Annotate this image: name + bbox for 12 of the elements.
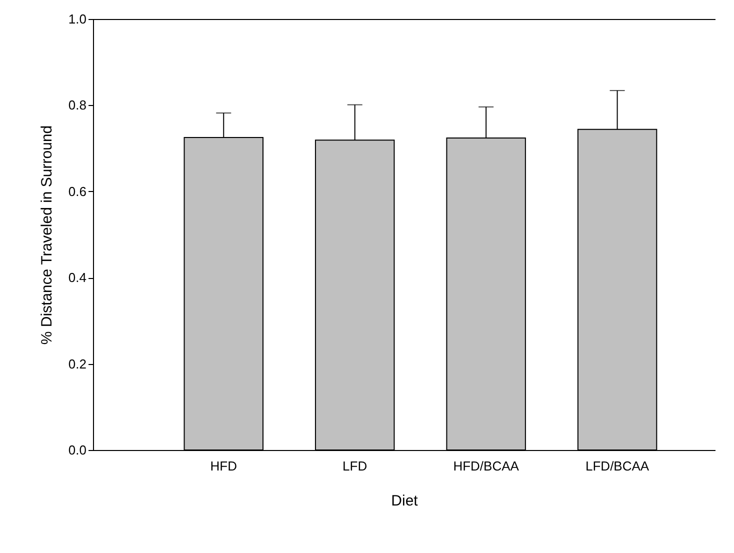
x-axis-title: Diet [391,492,419,510]
y-axis-title: % Distance Traveled in Surround [38,125,56,345]
y-tick-label: 0.4 [68,270,86,286]
x-tick-label: LFD/BCAA [586,458,650,474]
y-tick-label: 0.0 [68,442,86,458]
x-tick-label: HFD [210,458,237,474]
y-tick-label: 0.2 [68,356,86,372]
y-tick-label: 0.6 [68,184,86,199]
x-tick-label: LFD [342,458,368,474]
x-tick-label: HFD/BCAA [453,458,520,474]
y-tick-label: 0.8 [68,98,86,113]
y-tick-label: 1.0 [68,12,86,26]
